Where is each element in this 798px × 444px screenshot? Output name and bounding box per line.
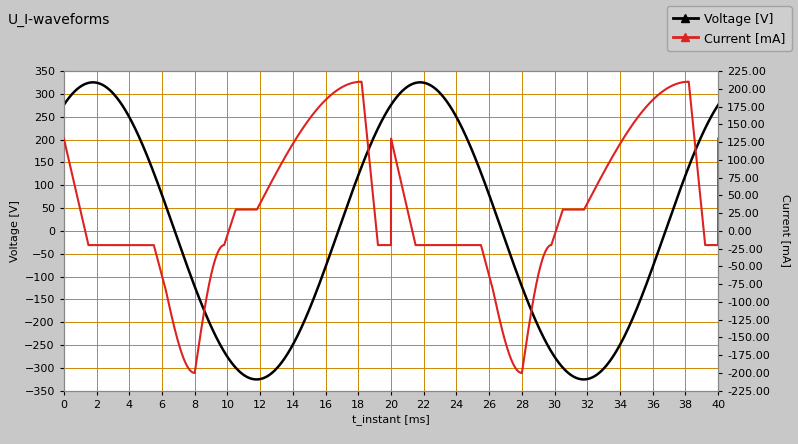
- Legend: Voltage [V], Current [mA]: Voltage [V], Current [mA]: [666, 6, 792, 51]
- Y-axis label: Current [mA]: Current [mA]: [781, 194, 791, 267]
- Y-axis label: Voltage [V]: Voltage [V]: [10, 200, 20, 262]
- X-axis label: t_instant [ms]: t_instant [ms]: [352, 414, 430, 425]
- Text: U_I-waveforms: U_I-waveforms: [8, 13, 110, 28]
